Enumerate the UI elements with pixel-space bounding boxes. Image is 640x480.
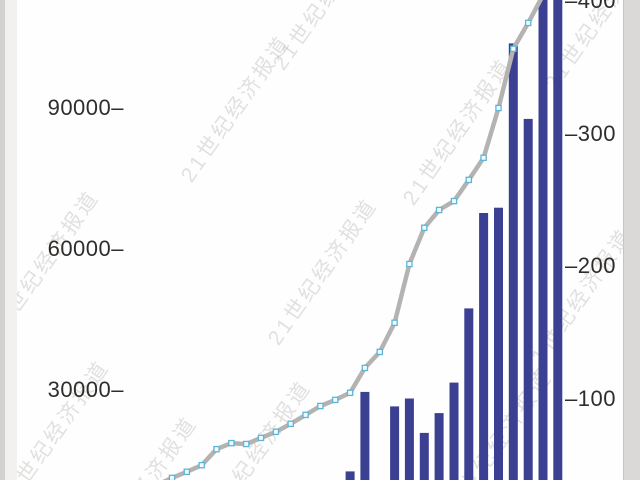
bar bbox=[494, 207, 503, 480]
bar bbox=[419, 432, 429, 480]
line-marker bbox=[495, 104, 502, 112]
line-marker bbox=[465, 176, 473, 184]
line-marker bbox=[361, 364, 369, 372]
page-edge-left-outer bbox=[0, 0, 5, 480]
line-marker bbox=[228, 439, 235, 447]
right-axis-tick-label: –300 bbox=[565, 121, 616, 146]
line-marker bbox=[376, 348, 384, 356]
right-axis-tick-label: –400 bbox=[565, 0, 616, 13]
left-axis-tick-label: 90000– bbox=[47, 95, 124, 120]
bar bbox=[553, 0, 563, 480]
bar bbox=[479, 213, 489, 480]
right-axis-tick-label: –200 bbox=[565, 253, 616, 278]
left-axis-tick-label: 60000– bbox=[47, 236, 124, 261]
bar bbox=[523, 118, 533, 480]
line-marker bbox=[391, 319, 398, 327]
line-marker bbox=[302, 411, 309, 419]
bar bbox=[390, 406, 400, 480]
bar bbox=[538, 0, 548, 480]
page-edge-left-inner bbox=[5, 0, 17, 480]
line-marker bbox=[242, 440, 250, 448]
line-marker bbox=[346, 389, 354, 397]
bar bbox=[434, 413, 444, 480]
line-marker bbox=[198, 461, 205, 469]
line-marker bbox=[287, 420, 294, 428]
line-marker bbox=[213, 445, 220, 453]
line-marker bbox=[331, 396, 339, 404]
line-marker bbox=[183, 468, 191, 476]
line-marker bbox=[480, 154, 487, 162]
bar bbox=[404, 398, 414, 480]
bar bbox=[360, 391, 370, 480]
line-marker bbox=[450, 197, 458, 205]
line-marker bbox=[524, 19, 532, 27]
right-axis-tick-label: –100 bbox=[565, 386, 616, 411]
bar bbox=[508, 43, 518, 480]
line-marker bbox=[421, 224, 428, 232]
line-marker bbox=[435, 206, 443, 214]
line-marker bbox=[272, 428, 280, 436]
page-edge-right bbox=[623, 0, 640, 480]
left-axis-tick-label: 30000– bbox=[47, 377, 124, 402]
line-marker bbox=[317, 402, 324, 410]
line-marker bbox=[406, 260, 413, 268]
line-marker bbox=[257, 434, 265, 442]
bar bbox=[464, 308, 474, 480]
line-marker bbox=[168, 474, 176, 480]
line-marker bbox=[510, 45, 517, 53]
bar bbox=[345, 471, 355, 480]
bar bbox=[449, 382, 459, 480]
